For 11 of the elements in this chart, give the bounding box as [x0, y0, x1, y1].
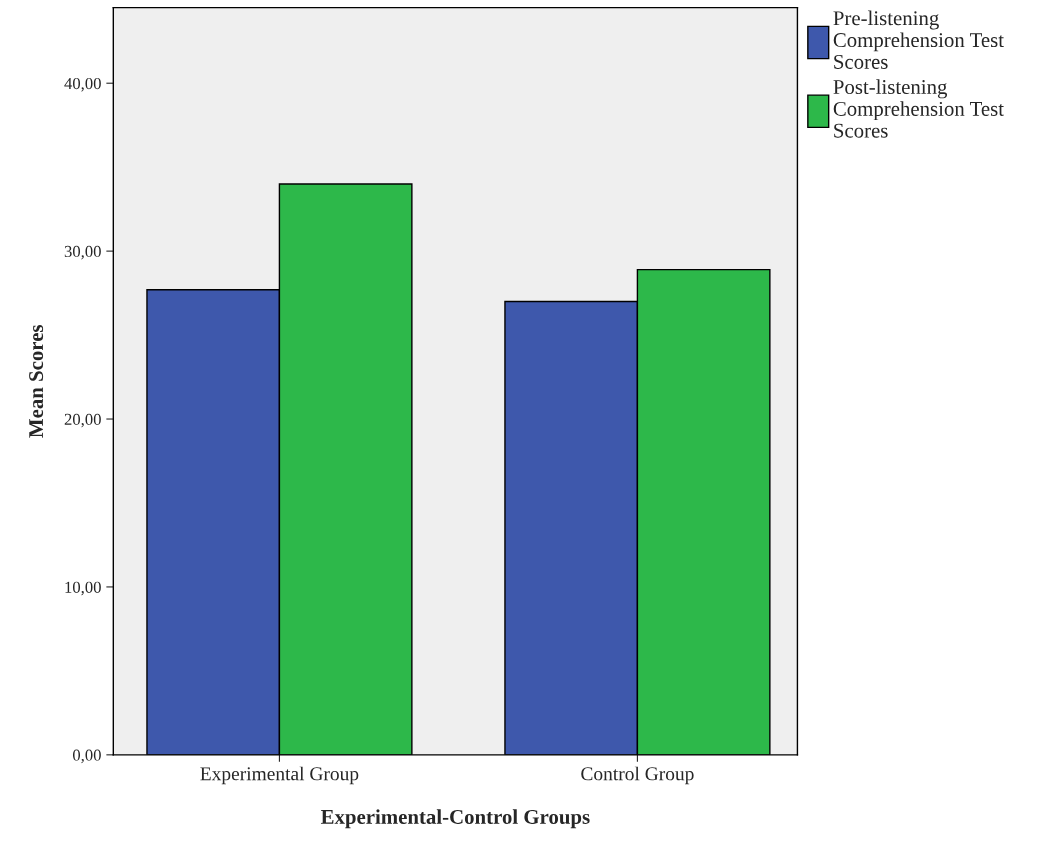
x-tick-label: Control Group	[581, 766, 694, 785]
y-tick-label: 0,00	[72, 749, 101, 764]
y-tick-label: 10,00	[65, 581, 101, 596]
legend-label: Post-listening Comprehension Test Scores	[833, 79, 1004, 138]
y-tick-label: 20,00	[64, 413, 101, 428]
legend-label: Pre-listening Comprehension Test Scores	[833, 10, 1004, 69]
y-tick-label: 40,00	[64, 77, 101, 92]
y-tick-label: 30,00	[64, 245, 101, 260]
x-axis-title: Experimental-Control Groups	[320, 809, 590, 829]
y-axis-title: Mean Scores	[29, 324, 44, 438]
x-tick-label: Experimental Group	[200, 766, 359, 785]
